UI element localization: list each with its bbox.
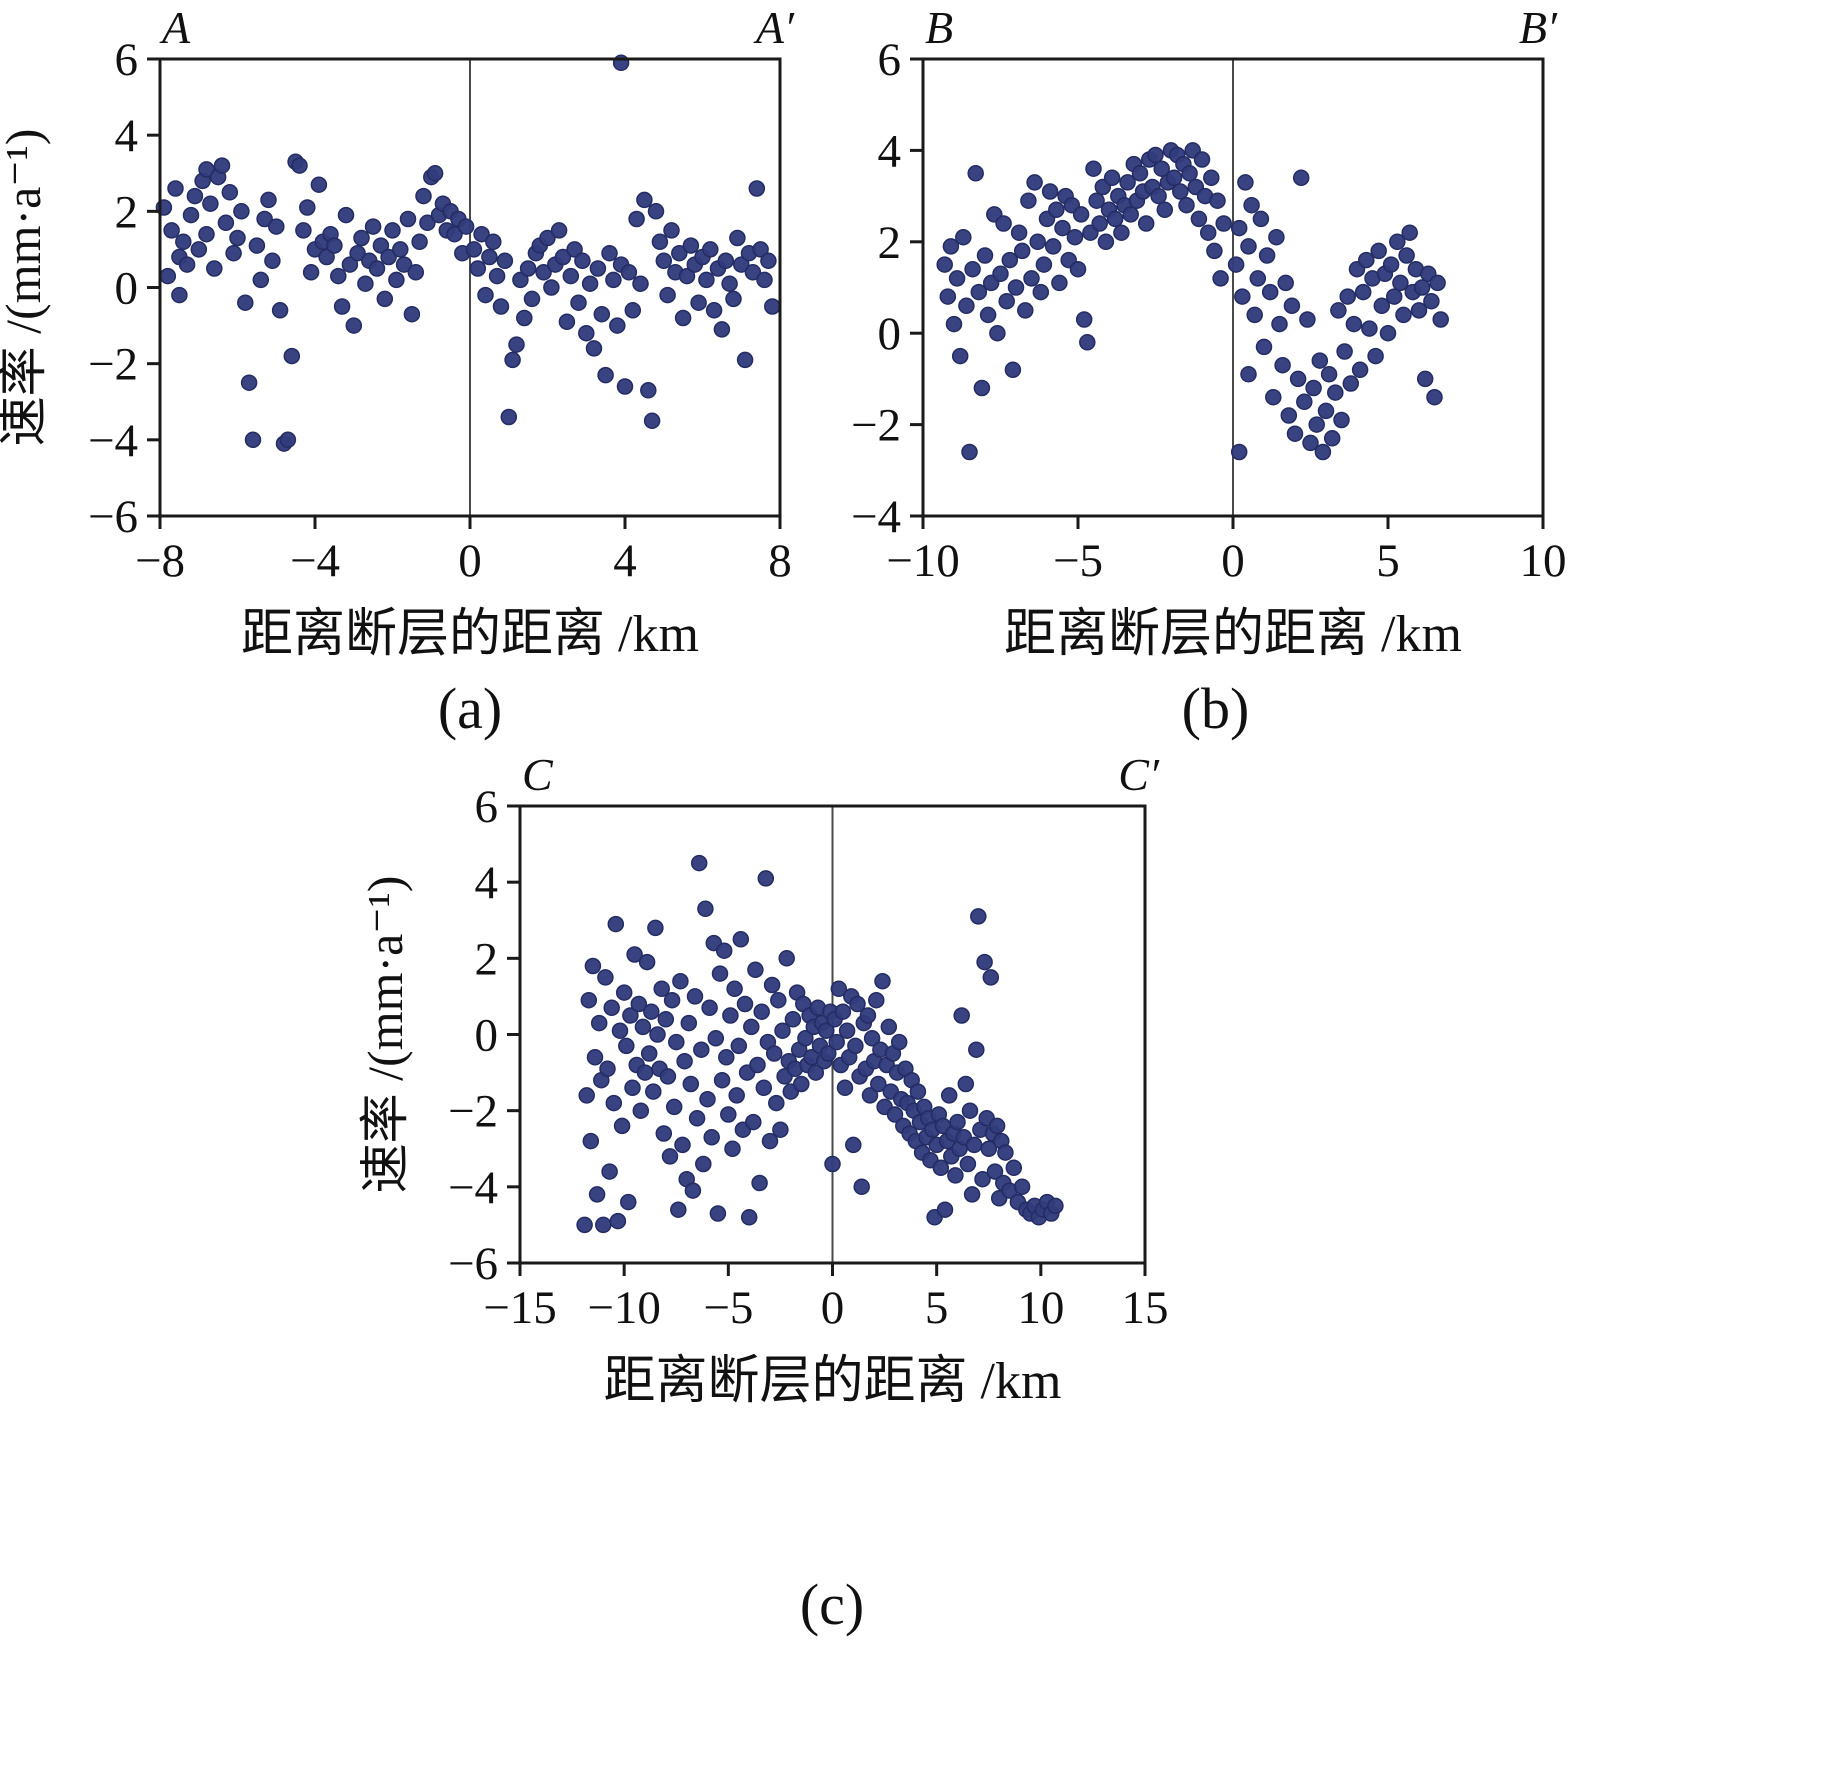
profile-end-label: B′	[1519, 2, 1558, 53]
svg-text:−6: −6	[448, 1238, 498, 1290]
svg-text:5: 5	[925, 1282, 949, 1334]
svg-text:−10: −10	[886, 535, 960, 587]
svg-text:2: 2	[475, 933, 499, 985]
svg-text:4: 4	[475, 857, 499, 909]
svg-text:−4: −4	[448, 1162, 498, 1214]
scatter-plot-a: −8 −4 0 4 8 −6 −4 −2 0 2 4 6A A′ 速率 /(mm·a⁻¹) 距离断层的距离 …	[0, 2, 795, 663]
y-axis-label: 速率 /(mm·a⁻¹)	[0, 129, 51, 447]
subfigure-a: −8 −4 0 4 8 −6 −4 −2 0 2 4 6 A A′ 速率 /(mm·a⁻¹) 距离断层的距离 …	[0, 2, 820, 742]
scatter-points	[155, 54, 781, 452]
svg-text:10: 10	[1520, 535, 1567, 587]
svg-text:6: 6	[475, 781, 499, 833]
svg-text:−4: −4	[290, 535, 340, 587]
x-axis-ticks: −15 −10 −5 0 5 10 15	[483, 1263, 1169, 1334]
svg-text:10: 10	[1017, 1282, 1064, 1334]
svg-text:0: 0	[475, 1010, 499, 1062]
svg-text:2: 2	[878, 217, 902, 269]
subfigure-c-caption: (c)	[799, 1572, 865, 1637]
figure-panel: −8 −4 0 4 8 −6 −4 −2 0 2 4 6 A A′ 速率 /(mm·a⁻¹) 距离断层的距离 …	[0, 2, 1843, 1638]
svg-text:0: 0	[1221, 535, 1245, 587]
scatter-points	[936, 142, 1449, 461]
svg-text:−15: −15	[483, 1282, 557, 1334]
scatter-plot-c: −15 −10 −5 0 5 10 15 −6 −4 −2 0 2 4 6C C′ 速率 /(mm·a⁻¹) 距…	[357, 749, 1169, 1410]
x-axis-label: 距离断层的距离 /km	[241, 606, 699, 663]
svg-text:−5: −5	[703, 1282, 753, 1334]
profile-end-label: A′	[753, 2, 795, 53]
x-axis-ticks: −8 −4 0 4 8	[135, 516, 792, 587]
y-axis-label: 速率 /(mm·a⁻¹)	[357, 876, 413, 1194]
y-axis-ticks: −4 −2 0 2 4 6	[851, 34, 923, 543]
subfigure-c: −15 −10 −5 0 5 10 15 −6 −4 −2 0 2 4 6 C C′ 速率 /(mm·a⁻¹) 距…	[340, 749, 1500, 1638]
svg-text:−2: −2	[851, 400, 901, 452]
x-axis-label: 距离断层的距离 /km	[1004, 606, 1462, 663]
svg-text:15: 15	[1122, 1282, 1169, 1334]
profile-start-label: B	[925, 2, 953, 53]
svg-text:−2: −2	[448, 1086, 498, 1138]
svg-text:−5: −5	[1053, 535, 1103, 587]
svg-text:−4: −4	[88, 415, 138, 467]
svg-text:−2: −2	[88, 339, 138, 391]
scatter-plot-b: −10 −5 0 5 10 −4 −2 0 2 4 6B B′ 距离断层的距离 /km	[851, 2, 1567, 663]
subfigure-b: −10 −5 0 5 10 −4 −2 0 2 4 6 B B′ 距离断层的距离 /km (b)	[820, 2, 1843, 742]
y-axis-ticks: −6 −4 −2 0 2 4 6	[88, 34, 160, 543]
profile-start-label: A	[159, 2, 191, 53]
svg-text:0: 0	[458, 535, 482, 587]
svg-text:0: 0	[115, 263, 139, 315]
svg-text:0: 0	[821, 1282, 845, 1334]
svg-text:6: 6	[115, 34, 139, 86]
y-axis-ticks: −6 −4 −2 0 2 4 6	[448, 781, 520, 1290]
svg-text:6: 6	[878, 34, 902, 86]
svg-text:0: 0	[878, 308, 902, 360]
x-axis-ticks: −10 −5 0 5 10	[886, 516, 1567, 587]
svg-text:−6: −6	[88, 491, 138, 543]
svg-text:−10: −10	[587, 1282, 661, 1334]
svg-text:8: 8	[768, 535, 792, 587]
profile-start-label: C	[522, 749, 554, 800]
svg-text:4: 4	[613, 535, 637, 587]
x-axis-label: 距离断层的距离 /km	[604, 1353, 1062, 1410]
svg-text:−8: −8	[135, 535, 185, 587]
svg-text:4: 4	[115, 110, 139, 162]
svg-text:4: 4	[878, 125, 902, 177]
subfigure-b-caption: (b)	[1181, 676, 1250, 741]
subfigure-a-caption: (a)	[437, 676, 503, 741]
svg-text:2: 2	[115, 186, 139, 238]
svg-text:5: 5	[1376, 535, 1400, 587]
scatter-points	[576, 854, 1064, 1234]
svg-text:−4: −4	[851, 491, 901, 543]
top-row: −8 −4 0 4 8 −6 −4 −2 0 2 4 6 A A′ 速率 /(mm·a⁻¹) 距离断层的距离 …	[0, 2, 1843, 742]
profile-end-label: C′	[1118, 749, 1160, 800]
